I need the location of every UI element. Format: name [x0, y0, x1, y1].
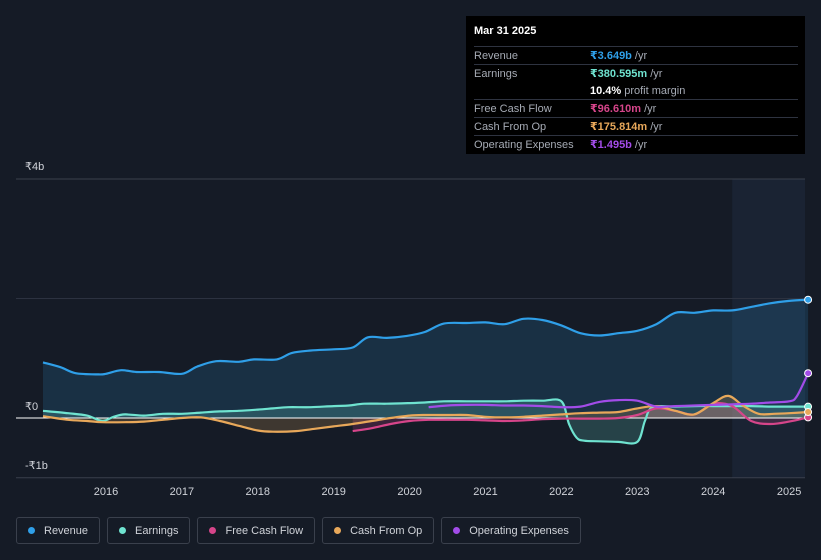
tooltip-unit: /yr	[644, 102, 657, 115]
tooltip-unit: /yr	[634, 138, 648, 151]
legend-label: Cash From Op	[350, 524, 423, 537]
tooltip-label: Revenue	[474, 49, 519, 62]
legend-label: Earnings	[135, 524, 179, 537]
series-line-revenue	[42, 298, 809, 376]
legend-dot-icon	[209, 527, 217, 534]
tooltip-row-operating-expenses: Operating Expenses ₹1.495b /yr	[474, 135, 798, 153]
x-tick-2023: 2023	[625, 486, 649, 498]
x-tick-2022: 2022	[549, 486, 573, 498]
tooltip-value: ₹380.595m	[590, 68, 648, 80]
x-tick-2019: 2019	[321, 486, 345, 498]
tooltip-unit: /yr	[650, 120, 663, 133]
legend-label: Operating Expenses	[469, 524, 569, 537]
tooltip-value: ₹3.649b	[590, 50, 632, 62]
tooltip-row-cash-from-op: Cash From Op ₹175.814m /yr	[474, 117, 798, 135]
tooltip-row-revenue: Revenue ₹3.649b /yr	[474, 46, 798, 64]
tooltip-unit: /yr	[650, 67, 663, 80]
legend-item-cash-from-op[interactable]: Cash From Op	[322, 517, 435, 544]
tooltip-label: Cash From Op	[474, 120, 547, 133]
tooltip-date: Mar 31 2025	[474, 25, 537, 37]
tooltip-value: ₹1.495b	[590, 139, 632, 151]
tooltip-label: Operating Expenses	[474, 138, 574, 151]
data-tooltip: Mar 31 2025 Revenue ₹3.649b /yr Earnings…	[466, 16, 805, 154]
legend-dot-icon	[119, 527, 127, 534]
series-fill-free-cash-flow	[352, 403, 809, 432]
tooltip-label: Earnings	[474, 67, 518, 80]
legend-dot-icon	[334, 527, 342, 534]
tooltip-value: ₹175.814m	[590, 121, 648, 133]
legend-item-free-cash-flow[interactable]: Free Cash Flow	[197, 517, 316, 544]
tooltip-row-profit-margin: 10.4% profit margin	[474, 82, 798, 99]
series-end-marker-cash-from-op	[804, 408, 813, 417]
series-line-free-cash-flow	[352, 401, 809, 433]
series-line-operating-expenses	[428, 372, 810, 409]
legend-label: Free Cash Flow	[225, 524, 304, 537]
legend: Revenue Earnings Free Cash Flow Cash Fro…	[16, 517, 588, 544]
x-tick-2017: 2017	[170, 486, 194, 498]
tooltip-unit: /yr	[634, 49, 648, 62]
series-fill-earnings	[43, 399, 809, 444]
series-end-marker-operating-expenses	[804, 369, 813, 378]
x-tick-2018: 2018	[246, 486, 270, 498]
forecast-region	[732, 179, 805, 478]
y-tick-zero: ₹0	[25, 401, 39, 413]
legend-item-earnings[interactable]: Earnings	[107, 517, 191, 544]
tooltip-unit: profit margin	[624, 84, 686, 97]
legend-dot-icon	[28, 527, 35, 534]
series-line-cash-from-op	[42, 394, 809, 433]
tooltip-row-earnings: Earnings ₹380.595m /yr	[474, 64, 798, 82]
series-end-marker-revenue	[804, 295, 813, 304]
tooltip-value: 10.4%	[590, 84, 622, 97]
chart-area[interactable]: 2016 2017 2018 2019 2020 2021 2022 2023 2024 2025	[0, 0, 821, 505]
x-tick-2025: 2025	[777, 486, 801, 498]
x-tick-2024: 2024	[701, 486, 725, 498]
y-tick-top: ₹4b	[25, 161, 45, 173]
legend-label: Revenue	[44, 524, 89, 537]
tooltip-label: Free Cash Flow	[474, 102, 552, 115]
x-tick-2021: 2021	[473, 486, 497, 498]
series-fill-cash-from-op	[43, 395, 809, 432]
legend-item-operating-expenses[interactable]: Operating Expenses	[441, 517, 581, 544]
tooltip-row-free-cash-flow: Free Cash Flow ₹96.610m /yr	[474, 99, 798, 117]
y-tick-bottom: -₹1b	[25, 460, 48, 472]
legend-item-revenue[interactable]: Revenue	[16, 517, 101, 544]
series-fill-revenue	[43, 299, 809, 418]
legend-dot-icon	[453, 527, 461, 534]
tooltip-value: ₹96.610m	[590, 103, 642, 115]
x-tick-2016: 2016	[94, 486, 118, 498]
x-tick-2020: 2020	[397, 486, 421, 498]
